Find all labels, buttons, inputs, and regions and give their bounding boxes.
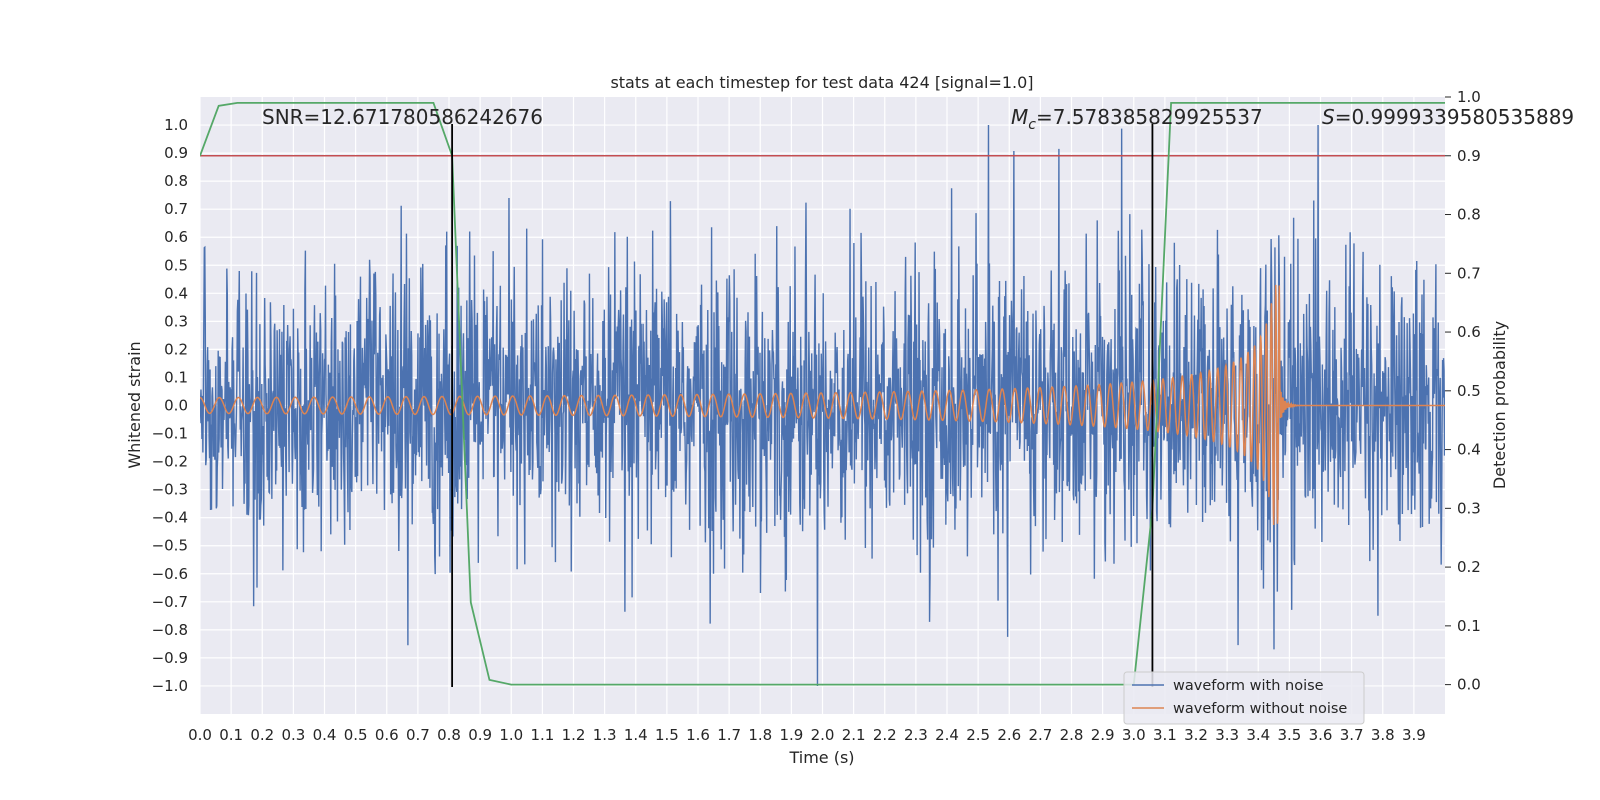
x-tick-label: 0.5 [344, 726, 368, 744]
y-tick-label: −0.7 [152, 593, 188, 611]
x-axis-label: Time (s) [788, 748, 854, 767]
y-tick-label: 0.8 [164, 172, 188, 190]
s-annotation: S=0.9999339580535889 [1322, 105, 1574, 129]
x-tick-label: 3.6 [1309, 726, 1333, 744]
x-tick-label: 3.5 [1277, 726, 1301, 744]
legend-label-clean: waveform without noise [1173, 701, 1347, 717]
y-tick-label: −0.3 [152, 481, 188, 499]
x-tick-label: 3.2 [1184, 726, 1208, 744]
x-tick-label: 1.8 [748, 726, 772, 744]
x-tick-label: 2.1 [842, 726, 866, 744]
y2-tick-label: 0.9 [1457, 147, 1481, 165]
y-tick-label: −0.2 [152, 453, 188, 471]
x-tick-label: 2.3 [904, 726, 928, 744]
x-tick-label: 0.4 [313, 726, 337, 744]
y-tick-label: 0.9 [164, 144, 188, 162]
x-tick-label: 2.7 [1028, 726, 1052, 744]
x-tick-label: 1.7 [717, 726, 741, 744]
x-tick-label: 1.9 [779, 726, 803, 744]
x-tick-label: 2.0 [811, 726, 835, 744]
x-tick-label: 1.2 [562, 726, 586, 744]
series-line-waveform-without-noise [200, 284, 1445, 526]
y-tick-label: −0.6 [152, 565, 188, 583]
y-tick-label: 0.2 [164, 340, 188, 358]
x-tick-label: 0.2 [250, 726, 274, 744]
y2-tick-label: 0.5 [1457, 382, 1481, 400]
x-tick-label: 0.8 [437, 726, 461, 744]
legend-label-noise: waveform with noise [1173, 678, 1324, 694]
x-tick-label: 3.0 [1122, 726, 1146, 744]
x-tick-label: 1.1 [530, 726, 554, 744]
x-tick-label: 1.6 [686, 726, 710, 744]
y2-axis-label: Detection probability [1490, 321, 1509, 489]
x-tick-label: 0.7 [406, 726, 430, 744]
ticks: 0.0 0.1 0.2 0.3 0.4 0.5 0.6 0.7 0.8 0.9 1.0 1.1 1.2 1… [152, 88, 1481, 744]
y2-tick-label: 0.4 [1457, 441, 1481, 459]
y-tick-label: 0.3 [164, 312, 188, 330]
snr-annotation: SNR=12.671780586242676 [262, 105, 543, 129]
y-tick-label: 0.4 [164, 284, 188, 302]
y-axis-label: Whitened strain [125, 341, 144, 468]
y-tick-label: −0.1 [152, 425, 188, 443]
y-tick-label: −0.5 [152, 537, 188, 555]
x-tick-label: 0.1 [219, 726, 243, 744]
x-tick-label: 2.9 [1091, 726, 1115, 744]
x-tick-label: 0.6 [375, 726, 399, 744]
y-tick-label: 0.1 [164, 368, 188, 386]
x-tick-label: 0.0 [188, 726, 212, 744]
y-tick-label: 0.7 [164, 200, 188, 218]
x-tick-label: 3.4 [1246, 726, 1270, 744]
x-tick-label: 2.4 [935, 726, 959, 744]
x-tick-label: 1.5 [655, 726, 679, 744]
x-tick-label: 1.3 [593, 726, 617, 744]
y2-tick-label: 0.2 [1457, 558, 1481, 576]
legend-box [1123, 671, 1365, 725]
x-tick-label: 2.6 [997, 726, 1021, 744]
y2-tick-label: 0.7 [1457, 264, 1481, 282]
y-tick-label: 0.0 [164, 397, 188, 415]
series-line-detection-probability [200, 101, 1445, 686]
y-tick-label: 0.6 [164, 228, 188, 246]
y2-tick-label: 0.1 [1457, 617, 1481, 635]
x-tick-label: 3.3 [1215, 726, 1239, 744]
x-tick-label: 0.9 [468, 726, 492, 744]
series-layer [200, 101, 1445, 686]
y-tick-label: 0.5 [164, 256, 188, 274]
y-tick-label: 1.0 [164, 116, 188, 134]
y2-tick-label: 0.6 [1457, 323, 1481, 341]
x-tick-label: 2.8 [1060, 726, 1084, 744]
y2-tick-label: 1.0 [1457, 88, 1481, 106]
vertical-markers [451, 124, 1154, 687]
x-tick-label: 0.3 [281, 726, 305, 744]
mc-annotation: Mc=7.578385829925537 [1011, 105, 1263, 133]
x-tick-label: 1.0 [499, 726, 523, 744]
y2-tick-label: 0.3 [1457, 499, 1481, 517]
x-tick-label: 3.9 [1402, 726, 1426, 744]
chart-title: stats at each timestep for test data 424… [610, 73, 1033, 92]
y2-tick-label: 0.0 [1457, 676, 1481, 694]
legend: waveform with noise waveform without noi… [1123, 671, 1365, 725]
x-tick-label: 3.7 [1340, 726, 1364, 744]
y-tick-label: −0.9 [152, 649, 188, 667]
x-tick-label: 2.5 [966, 726, 990, 744]
y-tick-label: −0.4 [152, 509, 188, 527]
x-tick-label: 2.2 [873, 726, 897, 744]
x-tick-label: 3.8 [1371, 726, 1395, 744]
y-tick-label: −1.0 [152, 677, 188, 695]
x-tick-label: 1.4 [624, 726, 648, 744]
y2-tick-label: 0.8 [1457, 206, 1481, 224]
y-tick-label: −0.8 [152, 621, 188, 639]
x-tick-label: 3.1 [1153, 726, 1177, 744]
